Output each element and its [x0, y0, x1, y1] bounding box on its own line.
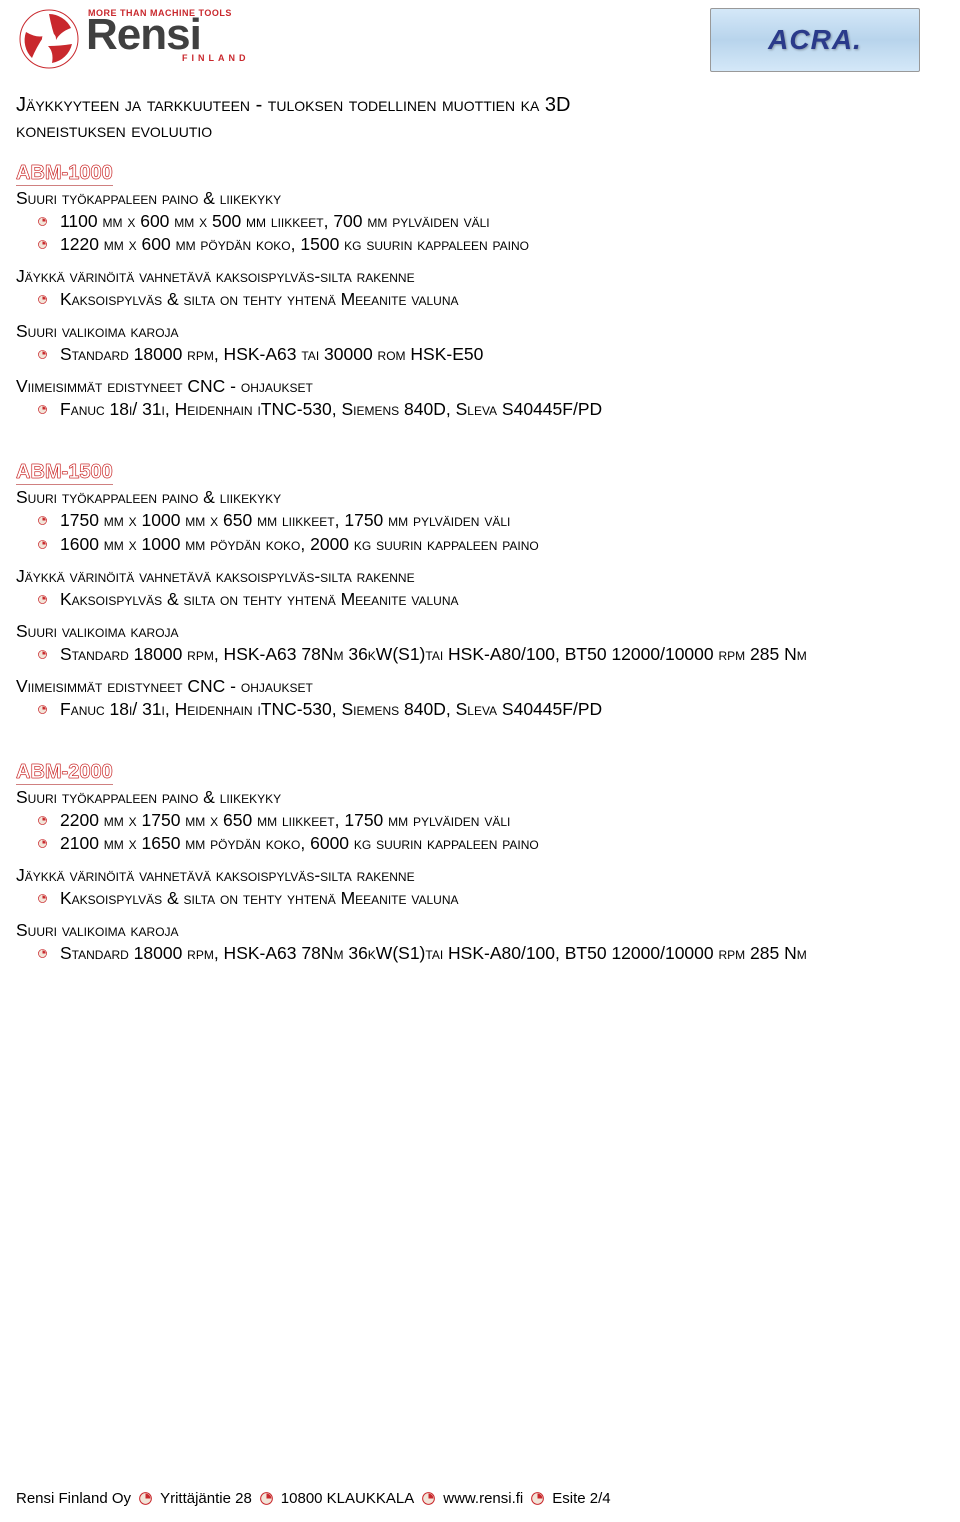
main-title-line2: koneistuksen evoluutio — [16, 120, 212, 142]
list-item: Kaksoispylväs & silta on tehty yhtenä Me… — [60, 887, 944, 910]
section-title-text: ABM-1500 — [16, 461, 113, 485]
page-footer: Rensi Finland Oy Yrittäjäntie 28 10800 K… — [0, 1490, 960, 1519]
list-item: Fanuc 18i/ 31i, Heidenhain iTNC-530, Sie… — [60, 398, 944, 421]
list-item: Standard 18000 rpm, HSK-A63 78Nm 36kW(S1… — [60, 643, 944, 666]
page-header: MORE THAN MACHINE TOOLS Rensi FINLAND AC… — [0, 0, 960, 84]
list-item: 1750 mm x 1000 mm x 650 mm liikkeet, 175… — [60, 509, 944, 532]
sub-heading: Jäykkä värinöitä vahnetävä kaksoispylväs… — [16, 266, 944, 287]
sub-heading: Viimeisimmät edistyneet CNC - ohjaukset — [16, 676, 944, 697]
list-item: 1220 mm x 600 mm pöydän koko, 1500 kg su… — [60, 233, 944, 256]
bullet-list: Kaksoispylväs & silta on tehty yhtenä Me… — [16, 288, 944, 311]
list-item: Kaksoispylväs & silta on tehty yhtenä Me… — [60, 588, 944, 611]
section-spacer — [16, 723, 944, 747]
footer-web: www.rensi.fi — [443, 1490, 523, 1507]
list-item: Kaksoispylväs & silta on tehty yhtenä Me… — [60, 288, 944, 311]
bullet-list: Kaksoispylväs & silta on tehty yhtenä Me… — [16, 588, 944, 611]
list-item: 2100 mm x 1650 mm pöydän koko, 6000 kg s… — [60, 832, 944, 855]
sub-heading: Viimeisimmät edistyneet CNC - ohjaukset — [16, 376, 944, 397]
section-title-text: ABM-2000 — [16, 761, 113, 785]
bullet-list: 1100 mm x 600 mm x 500 mm liikkeet, 700 … — [16, 210, 944, 256]
footer-postal: 10800 KLAUKKALA — [281, 1490, 414, 1507]
bullet-list: Standard 18000 rpm, HSK-A63 tai 30000 ro… — [16, 343, 944, 366]
list-item: Fanuc 18i/ 31i, Heidenhain iTNC-530, Sie… — [60, 698, 944, 721]
acra-logo: ACRA. — [710, 8, 920, 72]
section-title-text: ABM-1000 — [16, 162, 113, 186]
section-spacer — [16, 423, 944, 447]
bullet-list: Kaksoispylväs & silta on tehty yhtenä Me… — [16, 887, 944, 910]
document-body: Jäykkyyteen ja tarkkuuteen - tuloksen to… — [0, 84, 960, 965]
list-item: 1600 mm x 1000 mm pöydän koko, 2000 kg s… — [60, 533, 944, 556]
section-title: ABM-1500 — [16, 461, 944, 485]
bullet-list: 1750 mm x 1000 mm x 650 mm liikkeet, 175… — [16, 509, 944, 555]
sub-heading: Suuri valikoima karoja — [16, 920, 944, 941]
separator-icon — [139, 1492, 152, 1505]
sub-heading: Suuri työkappaleen paino & liikekyky — [16, 487, 944, 508]
rensi-text-block: MORE THAN MACHINE TOOLS Rensi FINLAND — [86, 8, 250, 63]
sections-container: ABM-1000Suuri työkappaleen paino & liike… — [16, 162, 944, 965]
main-title-line1: Jäykkyyteen ja tarkkuuteen - tuloksen to… — [16, 94, 570, 116]
sub-heading: Suuri työkappaleen paino & liikekyky — [16, 188, 944, 209]
sub-heading: Jäykkä värinöitä vahnetävä kaksoispylväs… — [16, 566, 944, 587]
list-item: 2200 mm x 1750 mm x 650 mm liikkeet, 175… — [60, 809, 944, 832]
rensi-country: FINLAND — [182, 53, 250, 63]
bullet-list: 2200 mm x 1750 mm x 650 mm liikkeet, 175… — [16, 809, 944, 855]
rensi-brand-name: Rensi — [86, 14, 250, 56]
list-item: Standard 18000 rpm, HSK-A63 78Nm 36kW(S1… — [60, 942, 944, 965]
sub-heading: Suuri valikoima karoja — [16, 621, 944, 642]
separator-icon — [422, 1492, 435, 1505]
list-item: 1100 mm x 600 mm x 500 mm liikkeet, 700 … — [60, 210, 944, 233]
sub-heading: Jäykkä värinöitä vahnetävä kaksoispylväs… — [16, 865, 944, 886]
section-title: ABM-2000 — [16, 761, 944, 785]
rensi-swirl-icon — [18, 8, 80, 70]
separator-icon — [531, 1492, 544, 1505]
bullet-list: Fanuc 18i/ 31i, Heidenhain iTNC-530, Sie… — [16, 698, 944, 721]
bullet-list: Standard 18000 rpm, HSK-A63 78Nm 36kW(S1… — [16, 942, 944, 965]
main-title: Jäykkyyteen ja tarkkuuteen - tuloksen to… — [16, 92, 944, 144]
sub-heading: Suuri valikoima karoja — [16, 321, 944, 342]
acra-text: ACRA. — [768, 24, 862, 56]
separator-icon — [260, 1492, 273, 1505]
footer-company: Rensi Finland Oy — [16, 1490, 131, 1507]
bullet-list: Standard 18000 rpm, HSK-A63 78Nm 36kW(S1… — [16, 643, 944, 666]
list-item: Standard 18000 rpm, HSK-A63 tai 30000 ro… — [60, 343, 944, 366]
rensi-logo: MORE THAN MACHINE TOOLS Rensi FINLAND — [18, 8, 250, 70]
sub-heading: Suuri työkappaleen paino & liikekyky — [16, 787, 944, 808]
section-title: ABM-1000 — [16, 162, 944, 186]
footer-address: Yrittäjäntie 28 — [160, 1490, 252, 1507]
footer-page: Esite 2/4 — [552, 1490, 610, 1507]
bullet-list: Fanuc 18i/ 31i, Heidenhain iTNC-530, Sie… — [16, 398, 944, 421]
